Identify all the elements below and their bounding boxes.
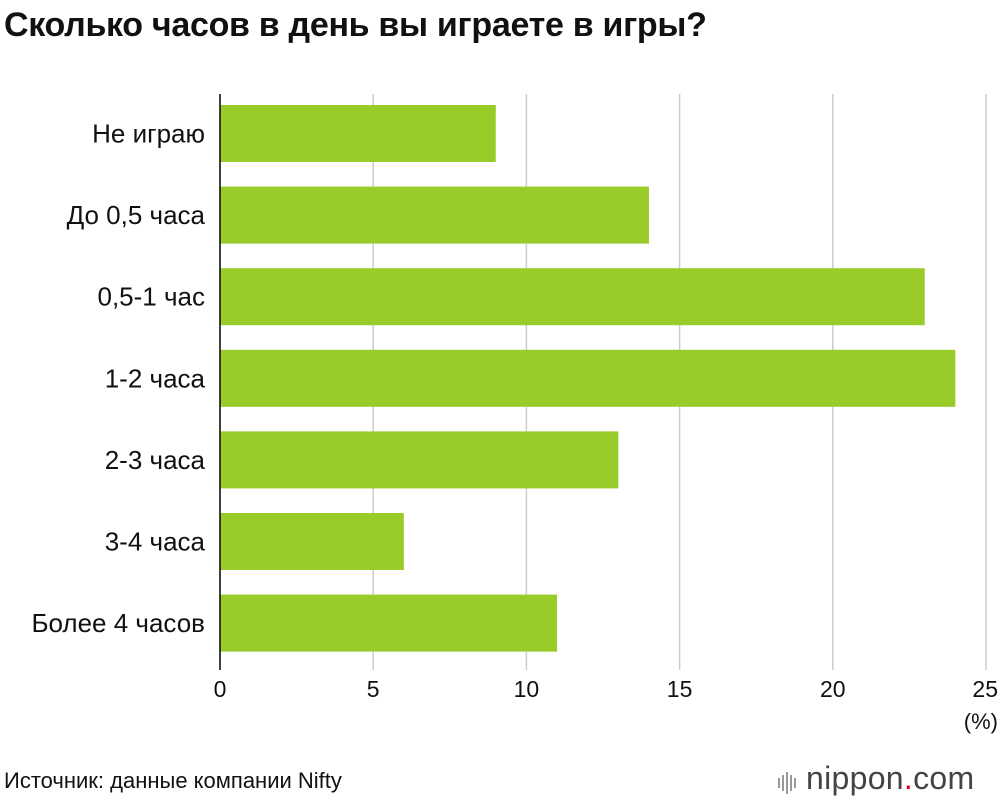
- logo-dot: .: [903, 760, 914, 796]
- x-tick-label: 20: [820, 676, 846, 702]
- x-tick-label: 10: [514, 676, 540, 702]
- bar: [220, 105, 496, 162]
- category-label: 1-2 часа: [105, 363, 206, 393]
- category-label: 0,5-1 час: [98, 282, 206, 312]
- category-label: Не играю: [92, 119, 205, 149]
- x-tick-label: 15: [667, 676, 693, 702]
- logo-name: nippon: [806, 760, 904, 796]
- category-label: 2-3 часа: [105, 445, 206, 475]
- nippon-logo: nippon.com: [778, 760, 974, 799]
- x-tick-label: 0: [214, 676, 227, 702]
- category-label: Более 4 часов: [31, 608, 205, 638]
- bar: [220, 349, 956, 407]
- bar: [220, 186, 649, 244]
- chart-title: Сколько часов в день вы играете в игры?: [4, 6, 707, 44]
- bar: [220, 513, 404, 570]
- bar: [220, 594, 558, 652]
- source-note: Источник: данные компании Nifty: [4, 768, 342, 793]
- category-label: 3-4 часа: [105, 527, 206, 557]
- x-unit-label: (%): [964, 709, 998, 734]
- logo-tld: com: [913, 760, 975, 796]
- bar: [220, 268, 925, 326]
- logo-mark-icon: [778, 762, 798, 799]
- x-tick-label: 5: [367, 676, 380, 702]
- category-label: До 0,5 часа: [67, 200, 206, 230]
- bar: [220, 431, 619, 489]
- x-tick-label: 25: [972, 676, 998, 702]
